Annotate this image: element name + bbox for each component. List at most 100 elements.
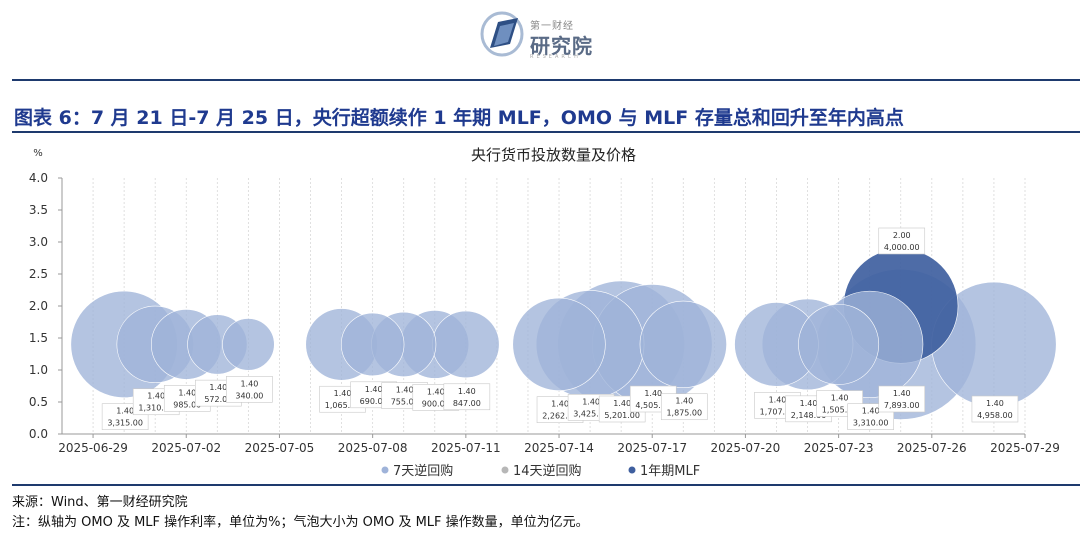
y-tick-label: 1.5 bbox=[29, 331, 48, 345]
data-label-rate: 1.40 bbox=[613, 399, 631, 408]
data-label-amount: 3,425.00 bbox=[573, 409, 609, 418]
title-rule bbox=[12, 131, 1080, 133]
data-label-box bbox=[226, 376, 273, 403]
legend-label: 1年期MLF bbox=[640, 464, 700, 479]
data-label-rate: 1.40 bbox=[582, 397, 600, 406]
data-label-rate: 1.40 bbox=[551, 400, 569, 409]
y-tick-label: 1.0 bbox=[29, 363, 48, 377]
footnote: 注：纵轴为 OMO 及 MLF 操作利率，单位为%；气泡大小为 OMO 及 ML… bbox=[12, 515, 589, 530]
x-tick-label: 2025-07-23 bbox=[804, 441, 874, 455]
x-tick-label: 2025-07-11 bbox=[431, 441, 501, 455]
figure-title: 图表 6：7 月 21 日-7 月 25 日，央行超额续作 1 年期 MLF，O… bbox=[14, 107, 904, 129]
data-label-amount: 4,000.00 bbox=[884, 243, 920, 252]
data-label: 1.40 1,875.00 bbox=[660, 393, 708, 421]
x-tick-label: 2025-07-05 bbox=[245, 441, 315, 455]
data-label-amount: 847.00 bbox=[453, 399, 481, 408]
data-label-rate: 1.40 bbox=[396, 386, 414, 395]
data-label-amount: 1,875.00 bbox=[666, 409, 702, 418]
legend-label: 7天逆回购 bbox=[393, 463, 453, 479]
data-label-amount: 2,262.00 bbox=[542, 412, 578, 421]
bubble bbox=[222, 318, 275, 371]
bubble bbox=[432, 310, 500, 379]
x-tick-label: 2025-07-17 bbox=[617, 441, 687, 455]
data-label-box bbox=[878, 227, 926, 255]
x-tick-label: 2025-07-29 bbox=[990, 441, 1060, 455]
legend-marker bbox=[381, 466, 389, 474]
x-tick-label: 2025-07-26 bbox=[897, 441, 967, 455]
data-label-rate: 1.40 bbox=[240, 379, 258, 388]
data-label: 1.40 7,893.00 bbox=[878, 385, 926, 413]
legend-marker bbox=[501, 466, 509, 474]
y-tick-label: 3.0 bbox=[29, 235, 48, 249]
data-label-box bbox=[971, 395, 1019, 423]
data-label-rate: 1.40 bbox=[769, 395, 787, 404]
bubble bbox=[639, 300, 727, 389]
data-label: 1.40 847.00 bbox=[443, 383, 491, 411]
data-label-amount: 3,310.00 bbox=[853, 419, 889, 428]
data-label-rate: 1.40 bbox=[334, 389, 352, 398]
bubble bbox=[798, 303, 880, 385]
data-label-amount: 1,707.00 bbox=[760, 407, 796, 416]
y-tick-label: 2.5 bbox=[29, 267, 48, 281]
brand-small-text: 第一财经 bbox=[530, 21, 574, 32]
data-label-amount: 5,201.00 bbox=[604, 411, 640, 420]
data-label-rate: 1.40 bbox=[458, 387, 476, 396]
y-tick-label: 3.5 bbox=[29, 203, 48, 217]
data-label-amount: 2,148.00 bbox=[791, 411, 827, 420]
legend-label: 14天逆回购 bbox=[513, 463, 582, 479]
data-label-rate: 1.40 bbox=[986, 399, 1004, 408]
y-tick-label: 4.0 bbox=[29, 171, 48, 185]
data-label-rate: 1.40 bbox=[427, 387, 445, 396]
data-label-rate: 1.40 bbox=[209, 383, 227, 392]
data-label-rate: 1.40 bbox=[800, 399, 818, 408]
data-label-amount: 690.00 bbox=[360, 397, 388, 406]
bubble-chart: 央行货币投放数量及价格% 0.0 0.5 1.0 1.5 2.0 2.5 3.0 3.5 4.0 2… bbox=[29, 146, 1060, 479]
brand-logo: 第一财经 研究院 RESEARCH bbox=[480, 8, 620, 60]
y-axis-unit: % bbox=[33, 148, 43, 159]
header-divider bbox=[12, 79, 1080, 81]
data-label-amount: 755.00 bbox=[391, 398, 419, 407]
data-label-rate: 1.40 bbox=[178, 388, 196, 397]
x-tick-label: 2025-07-14 bbox=[524, 441, 594, 455]
bubble bbox=[512, 297, 606, 391]
data-label-amount: 900.00 bbox=[422, 399, 450, 408]
data-label-amount: 572.00 bbox=[204, 395, 232, 404]
footer-rule bbox=[12, 484, 1080, 486]
x-tick-label: 2025-07-02 bbox=[151, 441, 221, 455]
brand-mark-icon bbox=[480, 11, 524, 57]
data-label-box bbox=[878, 385, 926, 413]
source-note: 来源：Wind、第一财经研究院 bbox=[12, 495, 188, 510]
data-label-amount: 985.00 bbox=[173, 400, 201, 409]
y-tick-label: 0.5 bbox=[29, 395, 48, 409]
data-label-amount: 4,505.00 bbox=[635, 401, 671, 410]
data-label-amount: 340.00 bbox=[235, 391, 263, 400]
x-tick-label: 2025-07-20 bbox=[711, 441, 781, 455]
data-label-rate: 1.40 bbox=[147, 392, 165, 401]
y-tick-label: 0.0 bbox=[29, 427, 48, 441]
data-label-rate: 1.40 bbox=[644, 389, 662, 398]
data-label-rate: 1.40 bbox=[831, 394, 849, 403]
data-label-amount: 7,893.00 bbox=[884, 401, 920, 410]
data-label: 1.40 4,958.00 bbox=[971, 395, 1019, 423]
chart-title: 央行货币投放数量及价格 bbox=[471, 146, 636, 164]
y-tick-label: 2.0 bbox=[29, 299, 48, 313]
data-label-amount: 1,065.00 bbox=[325, 401, 361, 410]
data-label-rate: 1.40 bbox=[365, 385, 383, 394]
bubble bbox=[340, 312, 405, 377]
x-tick-label: 2025-07-08 bbox=[338, 441, 408, 455]
data-label-rate: 2.00 bbox=[893, 231, 911, 240]
data-label-amount: 1,310.00 bbox=[138, 404, 174, 413]
legend-marker bbox=[628, 466, 636, 474]
data-label-rate: 1.40 bbox=[675, 397, 693, 406]
brand-tiny-text: RESEARCH bbox=[530, 54, 581, 60]
data-label-amount: 4,958.00 bbox=[977, 411, 1013, 420]
data-label-amount: 1,505.00 bbox=[822, 406, 858, 415]
data-label-rate: 1.40 bbox=[862, 407, 880, 416]
data-label-box bbox=[660, 393, 708, 421]
data-label-rate: 1.40 bbox=[893, 389, 911, 398]
data-label-box bbox=[443, 383, 491, 411]
data-label: 2.00 4,000.00 bbox=[878, 227, 926, 255]
data-label-rate: 1.40 bbox=[116, 407, 134, 416]
data-label: 1.40 340.00 bbox=[226, 376, 273, 403]
data-label-amount: 3,315.00 bbox=[107, 419, 143, 428]
